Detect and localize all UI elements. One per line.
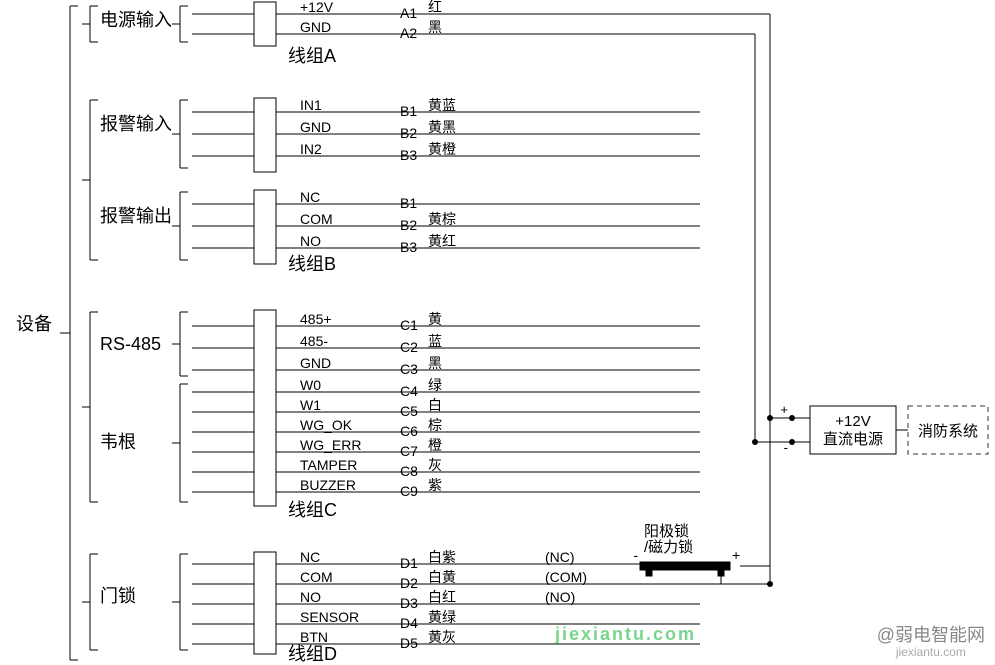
svg-text:白黄: 白黄 bbox=[428, 569, 456, 585]
svg-text:棕: 棕 bbox=[428, 417, 442, 433]
wiring-svg: 设备电源输入线组A+12VA1红GNDA2黑报警输入IN1B1黄蓝GNDB2黄黑… bbox=[0, 0, 995, 665]
svg-text:IN1: IN1 bbox=[300, 97, 322, 113]
svg-text:W0: W0 bbox=[300, 377, 321, 393]
svg-text:+12V: +12V bbox=[835, 413, 870, 430]
svg-text:RS-485: RS-485 bbox=[100, 334, 161, 354]
svg-text:线组A: 线组A bbox=[288, 46, 336, 66]
svg-text:D2: D2 bbox=[400, 575, 418, 591]
svg-text:线组B: 线组B bbox=[288, 254, 336, 274]
svg-text:D5: D5 bbox=[400, 635, 418, 651]
svg-text:+: + bbox=[732, 547, 740, 563]
svg-text:B2: B2 bbox=[400, 125, 417, 141]
svg-text:蓝: 蓝 bbox=[428, 333, 442, 349]
svg-text:-: - bbox=[633, 547, 638, 563]
svg-text:NO: NO bbox=[300, 233, 321, 249]
watermark-left: jiexiantu.com bbox=[555, 624, 696, 645]
svg-text:报警输入: 报警输入 bbox=[100, 114, 172, 134]
watermark-right: @弱电智能网 jiexiantu.com bbox=[877, 621, 985, 659]
svg-text:B3: B3 bbox=[400, 239, 417, 255]
svg-text:白红: 白红 bbox=[428, 589, 456, 605]
svg-text:TAMPER: TAMPER bbox=[300, 457, 357, 473]
svg-text:线组D: 线组D bbox=[288, 644, 337, 664]
svg-text:+12V: +12V bbox=[300, 0, 334, 15]
svg-text:黄棕: 黄棕 bbox=[428, 211, 456, 227]
svg-text:(NC): (NC) bbox=[545, 549, 575, 565]
svg-text:黄蓝: 黄蓝 bbox=[428, 97, 456, 113]
svg-text:紫: 紫 bbox=[428, 477, 442, 493]
svg-text:SENSOR: SENSOR bbox=[300, 609, 359, 625]
svg-text:门锁: 门锁 bbox=[100, 586, 136, 606]
svg-text:WG_ERR: WG_ERR bbox=[300, 437, 361, 453]
svg-text:485+: 485+ bbox=[300, 311, 332, 327]
svg-text:设备: 设备 bbox=[16, 314, 52, 334]
svg-text:WG_OK: WG_OK bbox=[300, 417, 353, 433]
svg-text:COM: COM bbox=[300, 211, 333, 227]
svg-text:BTN: BTN bbox=[300, 629, 328, 645]
svg-text:A2: A2 bbox=[400, 25, 417, 41]
svg-text:黄橙: 黄橙 bbox=[428, 141, 456, 157]
svg-text:电源输入: 电源输入 bbox=[100, 10, 172, 30]
svg-text:阳极锁: 阳极锁 bbox=[644, 523, 689, 540]
svg-text:C6: C6 bbox=[400, 423, 418, 439]
svg-text:C5: C5 bbox=[400, 403, 418, 419]
svg-text:黄黑: 黄黑 bbox=[428, 119, 456, 135]
svg-text:黄灰: 黄灰 bbox=[428, 629, 456, 645]
svg-text:橙: 橙 bbox=[428, 437, 442, 453]
svg-text:B3: B3 bbox=[400, 147, 417, 163]
svg-text:BUZZER: BUZZER bbox=[300, 477, 356, 493]
svg-text:NC: NC bbox=[300, 549, 320, 565]
svg-text:C1: C1 bbox=[400, 317, 418, 333]
svg-text:C4: C4 bbox=[400, 383, 418, 399]
svg-text:IN2: IN2 bbox=[300, 141, 322, 157]
svg-text:灰: 灰 bbox=[428, 457, 442, 473]
svg-text:W1: W1 bbox=[300, 397, 321, 413]
svg-text:C8: C8 bbox=[400, 463, 418, 479]
svg-text:绿: 绿 bbox=[428, 377, 442, 393]
svg-text:COM: COM bbox=[300, 569, 333, 585]
svg-text:直流电源: 直流电源 bbox=[823, 431, 883, 448]
svg-text:B1: B1 bbox=[400, 103, 417, 119]
svg-text:485-: 485- bbox=[300, 333, 328, 349]
svg-text:C3: C3 bbox=[400, 361, 418, 377]
svg-text:C9: C9 bbox=[400, 483, 418, 499]
svg-text:白: 白 bbox=[428, 397, 442, 413]
svg-text:A1: A1 bbox=[400, 5, 417, 21]
svg-text:D3: D3 bbox=[400, 595, 418, 611]
svg-text:GND: GND bbox=[300, 19, 331, 35]
svg-text:线组C: 线组C bbox=[288, 500, 337, 520]
svg-text:消防系统: 消防系统 bbox=[918, 423, 978, 440]
svg-text:NO: NO bbox=[300, 589, 321, 605]
svg-text:黑: 黑 bbox=[428, 19, 442, 35]
svg-text:(COM): (COM) bbox=[545, 569, 587, 585]
svg-text:GND: GND bbox=[300, 119, 331, 135]
svg-text:B2: B2 bbox=[400, 217, 417, 233]
svg-text:黑: 黑 bbox=[428, 355, 442, 371]
svg-text:B1: B1 bbox=[400, 195, 417, 211]
svg-text:GND: GND bbox=[300, 355, 331, 371]
svg-text:(NO): (NO) bbox=[545, 589, 575, 605]
svg-text:D4: D4 bbox=[400, 615, 418, 631]
svg-text:/磁力锁: /磁力锁 bbox=[644, 539, 693, 556]
svg-text:NC: NC bbox=[300, 189, 320, 205]
svg-text:黄绿: 黄绿 bbox=[428, 609, 456, 625]
svg-text:C7: C7 bbox=[400, 443, 418, 459]
svg-text:报警输出: 报警输出 bbox=[100, 206, 172, 226]
svg-text:+: + bbox=[780, 402, 788, 417]
svg-text:韦根: 韦根 bbox=[100, 432, 136, 452]
svg-text:C2: C2 bbox=[400, 339, 418, 355]
svg-text:黄: 黄 bbox=[428, 311, 442, 327]
svg-text:黄红: 黄红 bbox=[428, 233, 456, 249]
svg-text:红: 红 bbox=[428, 0, 442, 15]
svg-text:D1: D1 bbox=[400, 555, 418, 571]
svg-text:白紫: 白紫 bbox=[428, 549, 456, 565]
